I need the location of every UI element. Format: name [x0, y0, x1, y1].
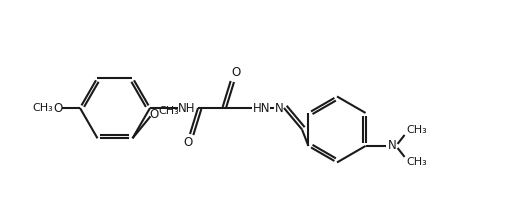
Text: N: N [388, 139, 397, 152]
Text: CH₃: CH₃ [406, 125, 427, 135]
Text: O: O [53, 101, 63, 114]
Text: HN: HN [253, 101, 271, 114]
Text: CH₃: CH₃ [33, 103, 53, 113]
Text: O: O [150, 108, 159, 121]
Text: O: O [183, 137, 192, 149]
Text: CH₃: CH₃ [406, 157, 427, 167]
Text: CH₃: CH₃ [158, 106, 179, 116]
Text: NH: NH [178, 101, 196, 114]
Text: N: N [275, 101, 284, 114]
Text: O: O [232, 67, 241, 80]
